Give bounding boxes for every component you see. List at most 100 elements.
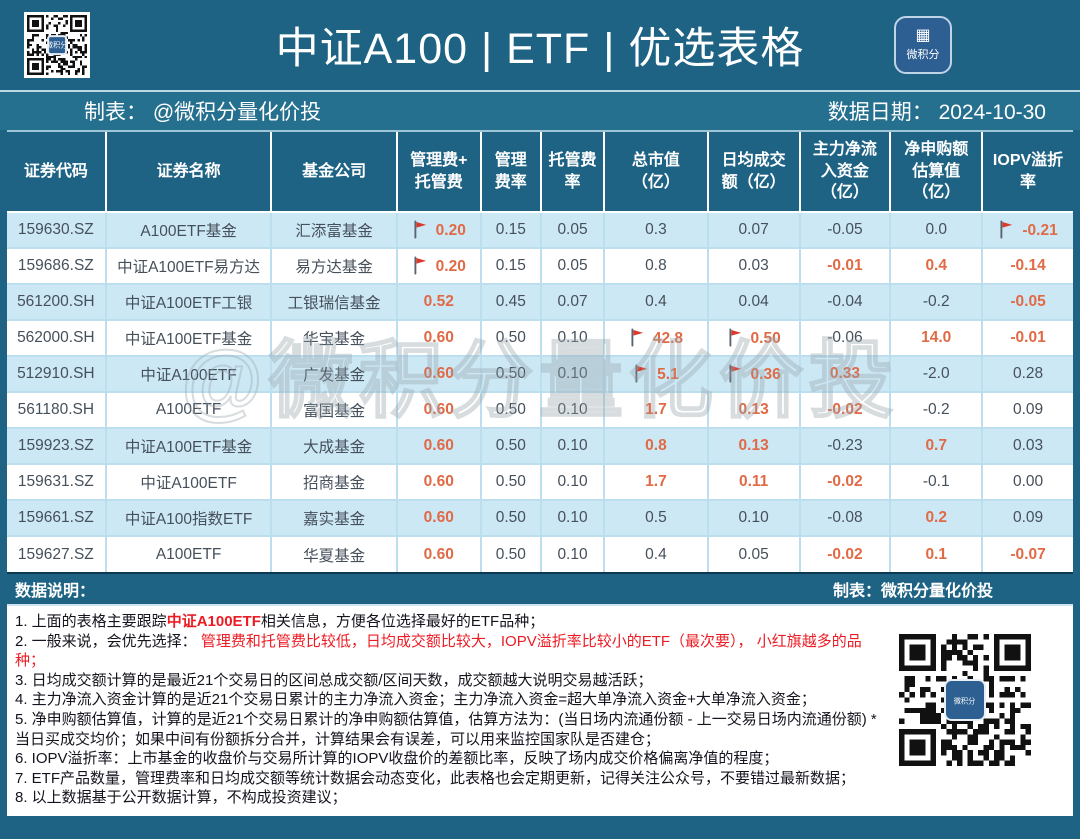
cell-value: 159661.SZ (17, 509, 94, 526)
cell-value: -0.14 (1010, 257, 1046, 274)
cell-value: 159686.SZ (17, 257, 94, 274)
cell-value: -0.2 (922, 293, 950, 310)
cell-value: 0.4 (645, 293, 667, 310)
qr-center-logo: 微积分 (944, 679, 986, 721)
cell-value: A100ETF (155, 401, 222, 418)
cell-value: -0.05 (1010, 293, 1046, 310)
cell-value: 0.50 (495, 329, 526, 346)
flag-icon (414, 256, 426, 275)
etf-table-wrap: 证券代码 证券名称 基金公司 管理费+ 托管费 管理 费率 托管费 率总市值 （亿） 日均成… (7, 130, 1073, 572)
table-cell: 0.15 (479, 212, 541, 248)
note-item: 8. 以上数据基于公开数据计算，不构成投资建议； (15, 789, 347, 807)
cell-value: 0.10 (557, 401, 588, 418)
cell-value: 0.33 (829, 365, 860, 382)
cell-value: -0.02 (827, 473, 863, 490)
table-cell: 0.50 (479, 391, 541, 428)
cell-value: 0.10 (738, 509, 769, 526)
column-header: 托管费 率 (539, 132, 605, 213)
table-cell: 0.10 (539, 463, 605, 500)
note-item: 3. 日均成交额计算的是最近21个交易日的区间总成交额/区间天数，成交额越大说明… (15, 671, 653, 689)
cell-value: 14.0 (921, 329, 952, 346)
table-cell: 0.8 (603, 427, 708, 464)
table-cell: 0.20 (395, 247, 481, 284)
table-cell: 0.1 (889, 535, 983, 572)
table-cell: 中证A100指数ETF (104, 499, 272, 536)
table-row: 562000.SH 中证A100ETF基金 华宝基金 0.60 0.50 0.10 42.8… (7, 319, 1073, 356)
table-cell: 0.60 (395, 499, 481, 536)
cell-value: 0.4 (925, 257, 947, 274)
note-item: 1. 上面的表格主要跟踪中证A100ETF相关信息，方便各位选择最好的ETF品种… (15, 613, 545, 630)
column-header: 净申购额 估算值 （亿） (889, 132, 983, 213)
table-cell: 中证A100ETF基金 (104, 427, 272, 464)
table-cell: 富国基金 (270, 391, 397, 428)
table-cell: 0.28 (981, 355, 1073, 392)
table-cell: 0.60 (395, 427, 481, 464)
table-cell: 0.05 (706, 535, 800, 572)
etf-table-body: 159630.SZ A100ETF基金 汇添富基金 0.20 0.15 0.05 0.3 0.… (7, 212, 1073, 572)
table-cell: 0.09 (981, 391, 1073, 428)
table-cell: 562000.SH (7, 319, 106, 356)
cell-value: 0.03 (1012, 437, 1044, 454)
table-cell: 0.13 (706, 427, 800, 464)
table-cell: 0.4 (603, 283, 708, 320)
cell-value: -0.2 (922, 401, 950, 418)
table-cell: -0.02 (798, 535, 891, 572)
table-cell: -0.07 (981, 535, 1073, 572)
table-cell: 0.04 (706, 283, 800, 320)
table-cell: 0.10 (539, 427, 605, 464)
table-cell: 华夏基金 (270, 535, 397, 572)
cell-value: 0.52 (423, 293, 454, 310)
table-cell: -0.23 (798, 427, 891, 464)
cell-value: A100ETF (155, 545, 222, 563)
cell-value: 0.2 (925, 509, 947, 526)
cell-value: 0.13 (738, 437, 769, 454)
table-cell: 0.50 (479, 463, 541, 500)
cell-value: 0.13 (738, 401, 769, 418)
table-cell: 嘉实基金 (270, 499, 397, 536)
note-item: 7. ETF产品数量，管理费率和日均成交额等统计数据会动态变化，此表格也会定期更… (15, 769, 856, 787)
table-cell: -0.05 (981, 283, 1073, 320)
table-row: 159630.SZ A100ETF基金 汇添富基金 0.20 0.15 0.05 0.3 0.… (7, 212, 1073, 248)
table-cell: 工银瑞信基金 (270, 283, 397, 320)
cell-value: 0.50 (495, 401, 526, 418)
table-cell: 0.45 (479, 283, 541, 320)
cell-value: 招商基金 (303, 475, 366, 492)
cell-value: 159923.SZ (17, 437, 94, 454)
cell-value: 0.50 (495, 509, 526, 526)
flag-icon (635, 364, 648, 383)
qr-logo-text: 微积分 (47, 41, 67, 50)
table-cell: 0.50 (479, 355, 541, 392)
table-cell: 0.03 (706, 247, 800, 284)
table-cell: -0.1 (889, 463, 983, 500)
table-cell: -0.04 (798, 283, 891, 320)
cell-value: -0.1 (922, 473, 950, 490)
table-cell: 中证A100ETF (104, 463, 272, 500)
table-row: 512910.SH 中证A100ETF 广发基金 0.60 0.50 0.10 5.1 0.3… (7, 355, 1073, 392)
notes-author-label: 制表：微积分量化价投 (832, 583, 993, 600)
table-cell: 0.60 (395, 463, 481, 500)
cell-value: 0.05 (738, 545, 769, 563)
cell-value: -0.02 (827, 401, 863, 418)
cell-value: 中证A100ETF基金 (124, 439, 253, 456)
cell-value: 0.8 (645, 257, 667, 274)
table-cell: -0.21 (981, 212, 1073, 248)
table-cell: 中证A100ETF基金 (104, 319, 272, 356)
table-cell: 0.5 (603, 499, 708, 536)
table-cell: -0.14 (981, 247, 1073, 284)
cell-value: 0.04 (738, 293, 769, 310)
cell-value: 大成基金 (303, 439, 366, 456)
note-item: 2. 一般来说，会优先选择： 管理费和托管费比较低，日均成交额比较大，IOPV溢… (15, 632, 862, 670)
notes-header-bar: 数据说明： 制表：微积分量化价投 (7, 572, 1073, 604)
table-cell: 0.2 (889, 499, 983, 536)
table-cell: 0.05 (539, 212, 605, 248)
table-cell: 0.50 (479, 319, 541, 356)
cell-value: 0.05 (557, 221, 588, 238)
table-cell: 汇添富基金 (270, 212, 397, 248)
cell-value: 159631.SZ (17, 473, 94, 490)
notes-section: 1. 上面的表格主要跟踪中证A100ETF相关信息，方便各位选择最好的ETF品种… (7, 604, 1073, 816)
notes-list: 1. 上面的表格主要跟踪中证A100ETF相关信息，方便各位选择最好的ETF品种… (15, 612, 887, 808)
cell-value: 易方达基金 (295, 259, 373, 276)
table-row: 561180.SH A100ETF 富国基金 0.60 0.50 0.10 1.7 0.13 -… (7, 391, 1073, 428)
cell-value: 0.0 (925, 221, 947, 238)
note-item: 4. 主力净流入资金计算的是近21个交易日累计的主力净流入资金；主力净流入资金=… (15, 691, 816, 709)
